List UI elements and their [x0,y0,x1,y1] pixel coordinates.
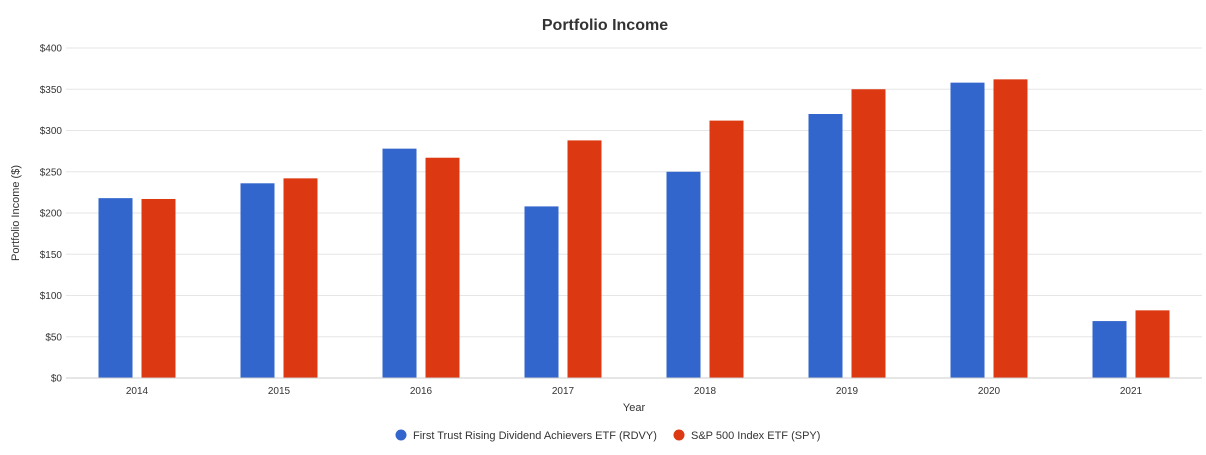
bar-rdvy-2018[interactable] [666,171,701,378]
x-tick-label: 2019 [836,386,859,397]
y-axis-title: Portfolio Income ($) [10,165,22,261]
x-axis-ticks: 2014 2015 2016 2017 2018 2019 2020 2021 [126,386,1143,397]
legend-marker [673,429,685,441]
y-tick-label: $400 [40,44,63,55]
y-tick-label: $50 [45,332,62,343]
legend-item-rdvy[interactable]: First Trust Rising Dividend Achievers ET… [395,429,657,443]
x-tick-label: 2020 [978,386,1001,397]
gridlines [66,47,1202,338]
bar-rdvy-2014[interactable] [98,198,133,378]
legend: First Trust Rising Dividend Achievers ET… [395,429,821,443]
x-tick-label: 2016 [410,386,433,397]
y-tick-label: $150 [40,250,63,261]
bar-spy-2019[interactable] [851,89,886,378]
y-tick-label: $200 [40,209,63,220]
bar-rdvy-2019[interactable] [808,114,843,378]
x-tick-label: 2017 [552,386,575,397]
y-tick-label: $350 [40,85,63,96]
bar-spy-2015[interactable] [283,178,318,378]
bars [98,79,1170,379]
bar-rdvy-2020[interactable] [950,82,985,379]
chart-title: Portfolio Income [542,17,668,34]
x-tick-label: 2014 [126,386,149,397]
x-tick-label: 2018 [694,386,717,397]
bar-spy-2016[interactable] [425,157,460,378]
x-tick-label: 2015 [268,386,291,397]
x-axis-title: Year [623,402,646,414]
bar-rdvy-2016[interactable] [382,148,417,378]
bar-rdvy-2017[interactable] [524,206,559,378]
y-tick-label: $100 [40,291,63,302]
bar-rdvy-2015[interactable] [240,183,275,378]
y-tick-label: $300 [40,126,63,137]
y-tick-label: $250 [40,167,63,178]
bar-spy-2021[interactable] [1135,310,1170,378]
legend-item-spy[interactable]: S&P 500 Index ETF (SPY) [673,429,821,443]
bar-rdvy-2021[interactable] [1092,321,1127,378]
legend-label: First Trust Rising Dividend Achievers ET… [413,430,657,442]
bar-spy-2020[interactable] [993,79,1028,378]
bar-spy-2014[interactable] [141,198,176,378]
y-axis-ticks: $0 $50 $100 $150 $200 $250 $300 $350 $400 [40,44,63,385]
bar-spy-2017[interactable] [567,140,602,378]
x-tick-label: 2021 [1120,386,1143,397]
y-tick-label: $0 [51,374,63,385]
legend-label: S&P 500 Index ETF (SPY) [691,430,820,442]
bar-spy-2018[interactable] [709,120,744,378]
legend-marker [395,429,407,441]
